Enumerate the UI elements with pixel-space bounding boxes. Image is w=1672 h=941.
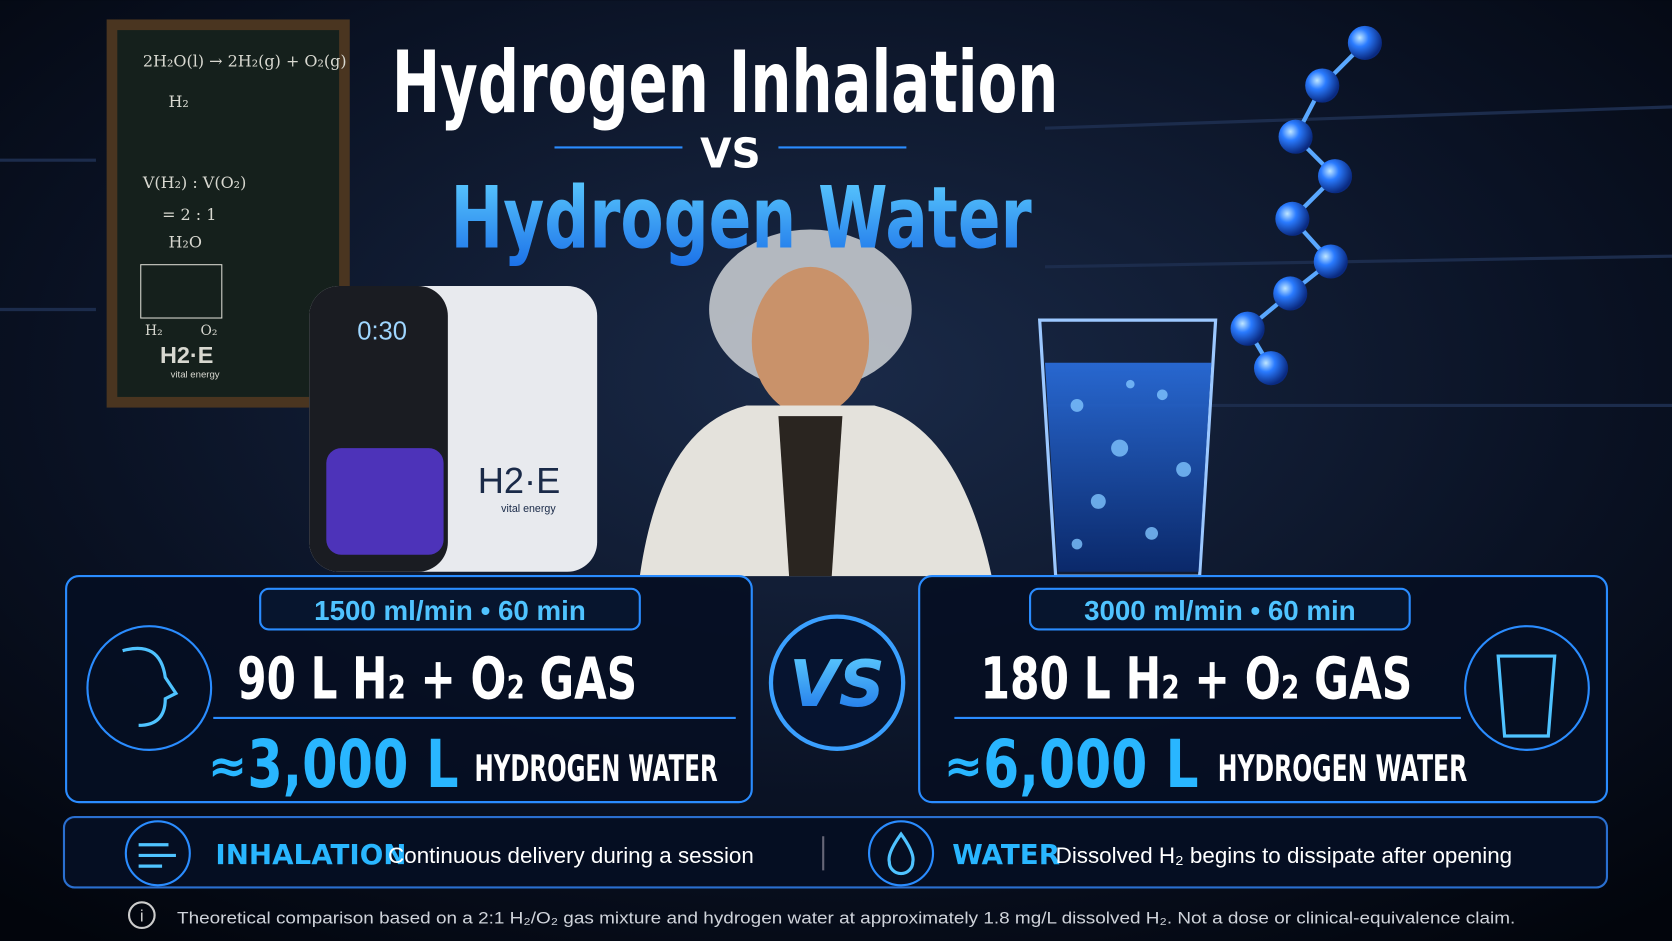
equation: 2H₂O(l) → 2H₂(g) + O₂(g)	[143, 51, 347, 70]
inhalation-label: INHALATION	[215, 838, 406, 871]
device-display: 0:30	[357, 317, 407, 345]
unit: HYDROGEN WATER	[475, 747, 718, 790]
water-text: Dissolved H₂ begins to dissipate after o…	[1056, 843, 1512, 868]
wind-icon	[124, 820, 191, 887]
face	[751, 266, 870, 417]
face-icon	[122, 646, 179, 727]
electrolysis-sketch	[140, 264, 223, 319]
title-line2: Hydrogen Water	[451, 170, 1032, 269]
gas: 180 L H₂ + O₂ GAS	[980, 646, 1412, 713]
center-badge: VS	[768, 614, 906, 751]
ratio-label: V(H₂) : V(O₂)	[142, 173, 246, 192]
info-glyph: i	[140, 907, 144, 926]
inhalation-text: Continuous delivery during a session	[388, 843, 754, 868]
ratio-value: = 2 : 1	[162, 205, 216, 224]
device-window	[326, 448, 444, 555]
chalkboard-tagline: vital energy	[171, 370, 220, 381]
molecule-chain	[1230, 25, 1382, 386]
rate: 3000 ml/min • 60 min	[1084, 595, 1356, 626]
glass-icon	[1464, 625, 1590, 751]
scientist	[639, 229, 992, 577]
unit: HYDROGEN WATER	[1218, 747, 1468, 790]
vest	[778, 416, 843, 577]
glass-icon-shape	[1496, 654, 1557, 738]
drop-shape	[887, 831, 915, 876]
wind-lines	[138, 843, 176, 868]
device-tagline: vital energy	[501, 503, 556, 515]
panel-frame	[918, 575, 1609, 804]
device: 0:30 H2·E vital energy	[309, 286, 598, 572]
badge-ring	[768, 614, 906, 751]
amount: 6,000 L	[983, 726, 1198, 803]
rate-pill	[1029, 587, 1411, 631]
bubbles	[1070, 379, 1192, 550]
device-brand: H2·E	[478, 460, 561, 501]
electrode-left: H₂	[145, 323, 163, 339]
drop-icon	[867, 820, 935, 887]
water-formula: H₂O	[168, 233, 201, 252]
rate: 1500 ml/min • 60 min	[314, 595, 586, 626]
notes-frame	[62, 815, 1609, 889]
approx: ≈	[944, 739, 983, 794]
chalkboard-brand: H2·E	[160, 342, 213, 368]
right-panel: 3000 ml/min • 60 min 180 L H₂ + O₂ GAS ≈…	[918, 575, 1609, 804]
notes-bar: INHALATION Continuous delivery during a …	[62, 815, 1609, 889]
chalkboard-surface	[117, 30, 340, 397]
badge-text: VS	[789, 648, 885, 722]
approx: ≈	[208, 739, 247, 794]
molecule: H₂	[168, 92, 188, 111]
gas: 90 L H₂ + O₂ GAS	[237, 646, 637, 713]
chalkboard: 2H₂O(l) → 2H₂(g) + O₂(g) H₂ V(H₂) : V(O₂…	[106, 19, 350, 408]
footer-note: Theoretical comparison based on a 2:1 H₂…	[177, 909, 1515, 928]
water-label: WATER	[952, 838, 1060, 871]
inhale-icon	[86, 625, 213, 751]
electrode-right: O₂	[200, 323, 217, 339]
left-panel: 1500 ml/min • 60 min 90 L H₂ + O₂ GAS ≈ …	[65, 575, 753, 804]
title-versus: VS	[700, 130, 761, 178]
amount: 3,000 L	[247, 726, 458, 803]
info-icon	[127, 901, 156, 930]
title-line1: Hydrogen Inhalation	[392, 34, 1058, 133]
rate-pill	[259, 587, 641, 631]
glass-water	[1045, 362, 1212, 572]
panel-frame	[65, 575, 753, 804]
